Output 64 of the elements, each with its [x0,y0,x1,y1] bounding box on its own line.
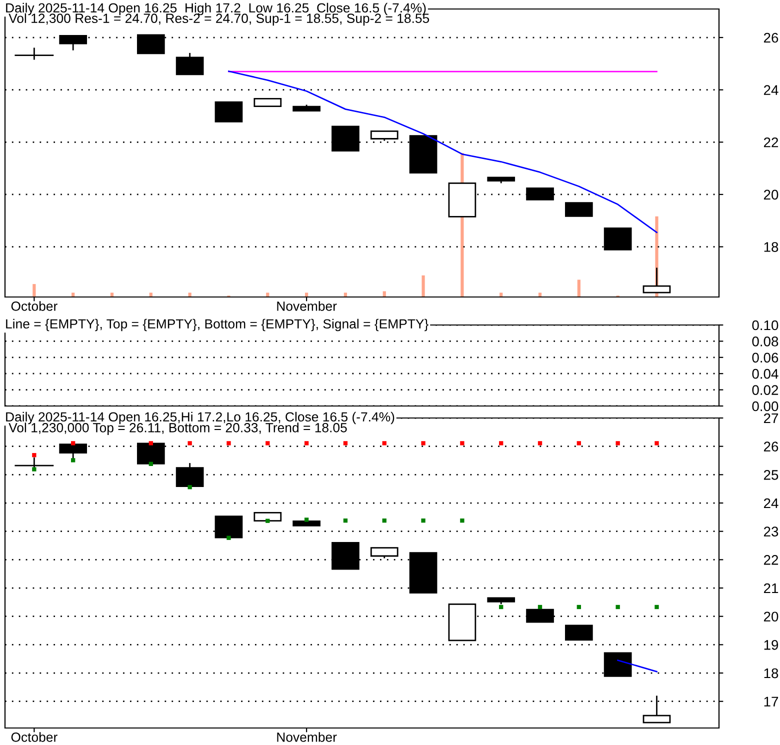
y-tick-label: 0.04 [752,368,778,379]
y-tick-label: 22 [764,555,778,565]
point [616,441,620,446]
y-tick-label: 18 [764,668,778,678]
bar [577,280,580,297]
y-tick-label: 26 [764,32,778,43]
line-series [228,70,658,234]
point [538,441,542,446]
point [576,441,582,446]
y-tick-label: 23 [764,526,778,537]
point [148,462,153,466]
point [421,441,426,446]
x-tick-label: October [11,301,58,311]
point [266,441,270,446]
y-tick-label: 24 [764,85,778,95]
point [304,518,309,522]
y-tick-label: 0.06 [752,352,778,363]
point [460,441,464,446]
point [538,604,542,610]
y-tick-label: 21 [764,583,778,594]
y-tick-label: 0.00 [752,401,778,412]
point [343,518,348,523]
point [71,458,76,462]
chart-title: Line = {EMPTY}, Top = {EMPTY}, Bottom = {EMPTY}, Signal = {EMPTY} [6,318,428,332]
y-tick-label: 24 [764,498,778,508]
point [304,441,309,446]
y-tick-label: 0.02 [752,385,778,395]
point [499,604,504,610]
point [382,441,386,446]
point [499,441,504,446]
point [32,453,36,458]
y-tick-label: 22 [764,137,778,148]
point [460,518,464,523]
x-tick-label: October [11,732,58,742]
y-tick-label: 20 [764,612,778,622]
y-tick-label: 18 [764,242,778,252]
point [616,604,620,610]
x-tick-label: November [277,732,337,742]
point [226,441,231,446]
y-tick-label: 17 [764,696,778,706]
y-tick-label: 0.10 [752,320,778,330]
point [343,441,348,446]
point [188,441,192,446]
bar [422,275,425,297]
bar [382,291,386,297]
point [654,441,659,446]
y-tick-label: 27 [764,413,778,424]
point [188,485,192,490]
point [266,518,270,523]
point [226,536,231,540]
point [654,604,659,610]
y-tick-label: 20 [764,190,778,200]
bar [32,284,36,297]
x-tick-label: November [277,301,337,311]
y-tick-label: 25 [764,470,778,480]
y-tick-label: 0.08 [752,336,778,346]
point [71,441,76,446]
y-tick-label: 19 [764,640,778,650]
y-tick-label: 26 [764,442,778,452]
point [32,467,36,472]
point [421,518,426,523]
point [576,604,582,610]
point [148,441,153,446]
point [382,518,386,523]
